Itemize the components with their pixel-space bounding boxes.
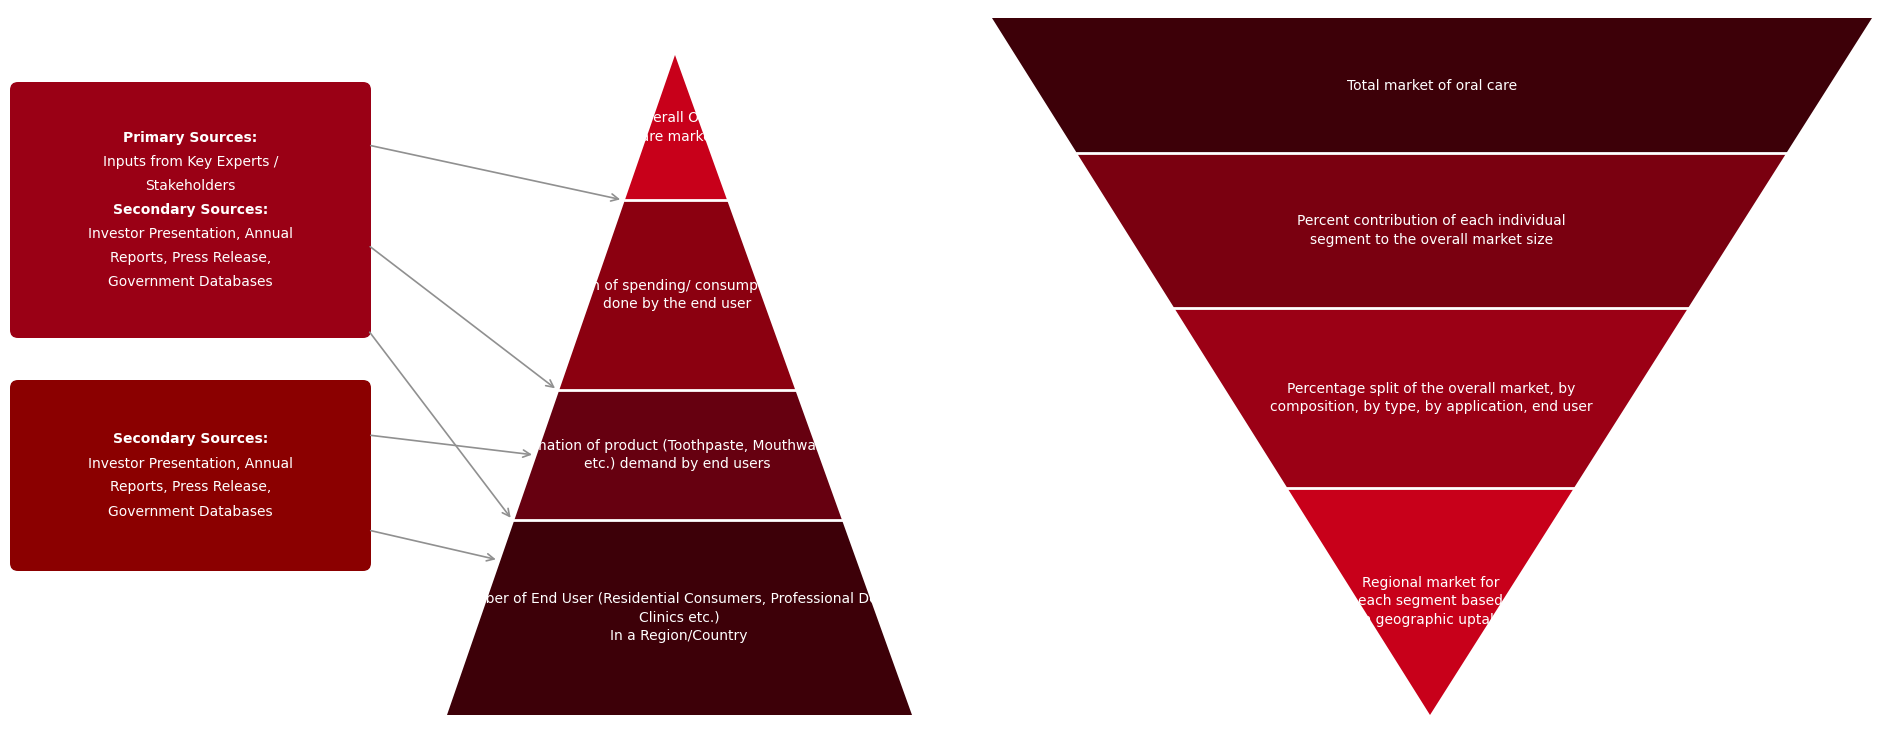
Text: Primary Sources:: Primary Sources: xyxy=(124,131,257,145)
FancyBboxPatch shape xyxy=(9,82,370,338)
Polygon shape xyxy=(1287,488,1575,715)
Text: Estimation of product (Toothpaste, Mouthwashes
etc.) demand by end users: Estimation of product (Toothpaste, Mouth… xyxy=(507,439,847,471)
Text: Overall Oral
care market: Overall Oral care market xyxy=(633,111,718,144)
Polygon shape xyxy=(1077,153,1787,308)
Text: Secondary Sources:: Secondary Sources: xyxy=(113,203,269,217)
Text: Percentage split of the overall market, by
composition, by type, by application,: Percentage split of the overall market, … xyxy=(1270,382,1592,414)
Polygon shape xyxy=(992,18,1871,153)
Text: Stakeholders: Stakeholders xyxy=(145,179,235,193)
Polygon shape xyxy=(1174,308,1687,488)
Text: Reports, Press Release,: Reports, Press Release, xyxy=(109,481,271,495)
Text: Investor Presentation, Annual: Investor Presentation, Annual xyxy=(88,457,293,471)
Text: Total market of oral care: Total market of oral care xyxy=(1347,78,1516,92)
Text: Government Databases: Government Databases xyxy=(109,275,272,289)
Polygon shape xyxy=(626,55,727,200)
FancyBboxPatch shape xyxy=(9,380,370,571)
Text: Number of End User (Residential Consumers, Professional Dental
Clinics etc.)
In : Number of End User (Residential Consumer… xyxy=(453,592,904,643)
Text: Sum of spending/ consumption
done by the end user: Sum of spending/ consumption done by the… xyxy=(569,279,784,312)
Polygon shape xyxy=(560,200,795,390)
Text: Reports, Press Release,: Reports, Press Release, xyxy=(109,251,271,265)
Text: Regional market for
each segment based
on geographic uptake: Regional market for each segment based o… xyxy=(1355,576,1507,627)
Polygon shape xyxy=(447,520,911,715)
Text: Government Databases: Government Databases xyxy=(109,504,272,518)
Polygon shape xyxy=(515,390,842,520)
Text: Percent contribution of each individual
segment to the overall market size: Percent contribution of each individual … xyxy=(1297,214,1565,247)
Text: Secondary Sources:: Secondary Sources: xyxy=(113,432,269,446)
Text: Inputs from Key Experts /: Inputs from Key Experts / xyxy=(103,155,278,169)
Text: Investor Presentation, Annual: Investor Presentation, Annual xyxy=(88,227,293,241)
